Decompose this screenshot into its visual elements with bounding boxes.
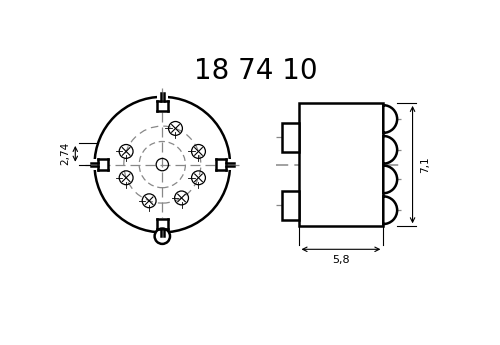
Bar [282, 191, 298, 220]
Wedge shape [384, 136, 397, 164]
Wedge shape [384, 196, 397, 224]
Text: 5,8: 5,8 [332, 255, 350, 265]
Bar [298, 103, 384, 226]
Bar [157, 218, 168, 236]
Bar [216, 159, 234, 170]
Wedge shape [384, 166, 397, 193]
Bar [157, 93, 168, 111]
Circle shape [154, 228, 170, 244]
Wedge shape [384, 105, 397, 133]
Text: 18 74 10: 18 74 10 [194, 57, 318, 85]
Bar [90, 159, 108, 170]
Text: 2,74: 2,74 [60, 142, 70, 166]
Text: 7,1: 7,1 [420, 156, 430, 173]
Bar [282, 123, 298, 152]
